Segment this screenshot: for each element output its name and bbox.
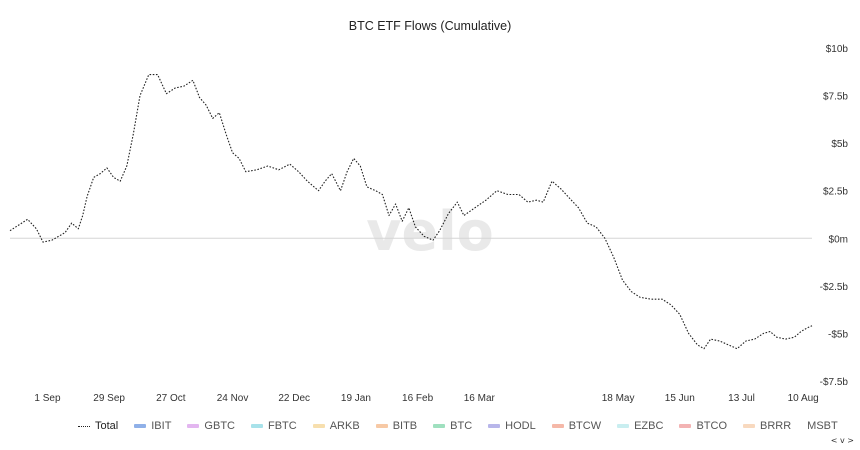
legend-item-fbtc[interactable]: FBTC (250, 420, 297, 432)
y-tick-label: $2.5b (823, 187, 848, 198)
legend-label: BITB (392, 420, 418, 432)
legend-label: HODL (505, 420, 536, 432)
x-tick-label: 29 Sep (93, 393, 125, 404)
legend-label: MSBT (807, 420, 838, 432)
watermark-logo: velo (366, 200, 493, 263)
legend-label: FBTC (267, 420, 297, 432)
legend-label: ARKB (329, 420, 360, 432)
legend-label: BTCW (568, 420, 602, 432)
legend-label: BTCO (696, 420, 727, 432)
x-tick-label: 16 Mar (464, 393, 496, 404)
x-tick-label: 15 Jun (665, 393, 695, 404)
legend-swatch (551, 424, 564, 428)
y-tick-label: -$2.5b (820, 282, 849, 293)
x-tick-label: 16 Feb (402, 393, 434, 404)
x-tick-label: 1 Sep (34, 393, 61, 404)
y-tick-label: $5b (831, 139, 848, 150)
legend-label: IBIT (151, 420, 172, 432)
y-tick-label: $7.5b (823, 92, 848, 103)
x-tick-label: 27 Oct (156, 393, 186, 404)
chart-title: BTC ETF Flows (Cumulative) (348, 19, 512, 33)
legend-label: Total (95, 420, 119, 432)
legend-item-btcw[interactable]: BTCW (551, 420, 602, 432)
y-tick-label: $10b (826, 44, 849, 55)
chart-navigation-arrows[interactable]: < v > (830, 436, 854, 445)
legend-item-arkb[interactable]: ARKB (312, 420, 360, 432)
y-tick-label: -$7.5b (820, 377, 849, 388)
legend-swatch (312, 424, 325, 428)
legend-swatch (78, 425, 90, 427)
legend-item-ibit[interactable]: IBIT (134, 420, 171, 432)
legend-swatch (187, 424, 200, 428)
x-tick-label: 10 Aug (788, 393, 819, 404)
legend-item-btco[interactable]: BTCO (679, 420, 727, 432)
x-tick-label: 24 Nov (217, 393, 249, 404)
legend: Total IBIT GBTC FBTC ARKB BITB BTC HODL BTCW EZBC… (78, 419, 854, 433)
legend-swatch (617, 424, 630, 428)
x-tick-label: 19 Jan (341, 393, 371, 404)
legend-item-brrr[interactable]: BRRR (743, 420, 791, 432)
legend-item-bitb[interactable]: BITB (375, 420, 418, 432)
legend-swatch (488, 424, 501, 428)
x-tick-label: 18 May (602, 393, 635, 404)
x-tick-label: 13 Jul (728, 393, 755, 404)
legend-item-gbtc[interactable]: GBTC (187, 420, 235, 432)
legend-item-msbt[interactable]: MSBT (807, 420, 838, 432)
legend-swatch (433, 424, 446, 428)
legend-swatch (375, 424, 388, 428)
legend-label: GBTC (204, 420, 235, 432)
x-tick-label: 22 Dec (278, 393, 310, 404)
y-tick-label: -$5b (828, 329, 848, 340)
legend-label: EZBC (634, 420, 664, 432)
legend-item-hodl[interactable]: HODL (488, 420, 536, 432)
legend-swatch (134, 424, 147, 428)
legend-label: BTC (450, 420, 473, 432)
legend-swatch (250, 424, 263, 428)
legend-item-ezbc[interactable]: EZBC (617, 420, 663, 432)
series-line-total (9, 74, 813, 350)
y-tick-label: $0m (829, 234, 848, 245)
legend-item-btc[interactable]: BTC (433, 420, 472, 432)
legend-swatch (743, 424, 755, 428)
legend-label: BRRR (760, 420, 792, 432)
legend-item-total[interactable]: Total (78, 420, 118, 432)
legend-swatch (679, 424, 692, 428)
